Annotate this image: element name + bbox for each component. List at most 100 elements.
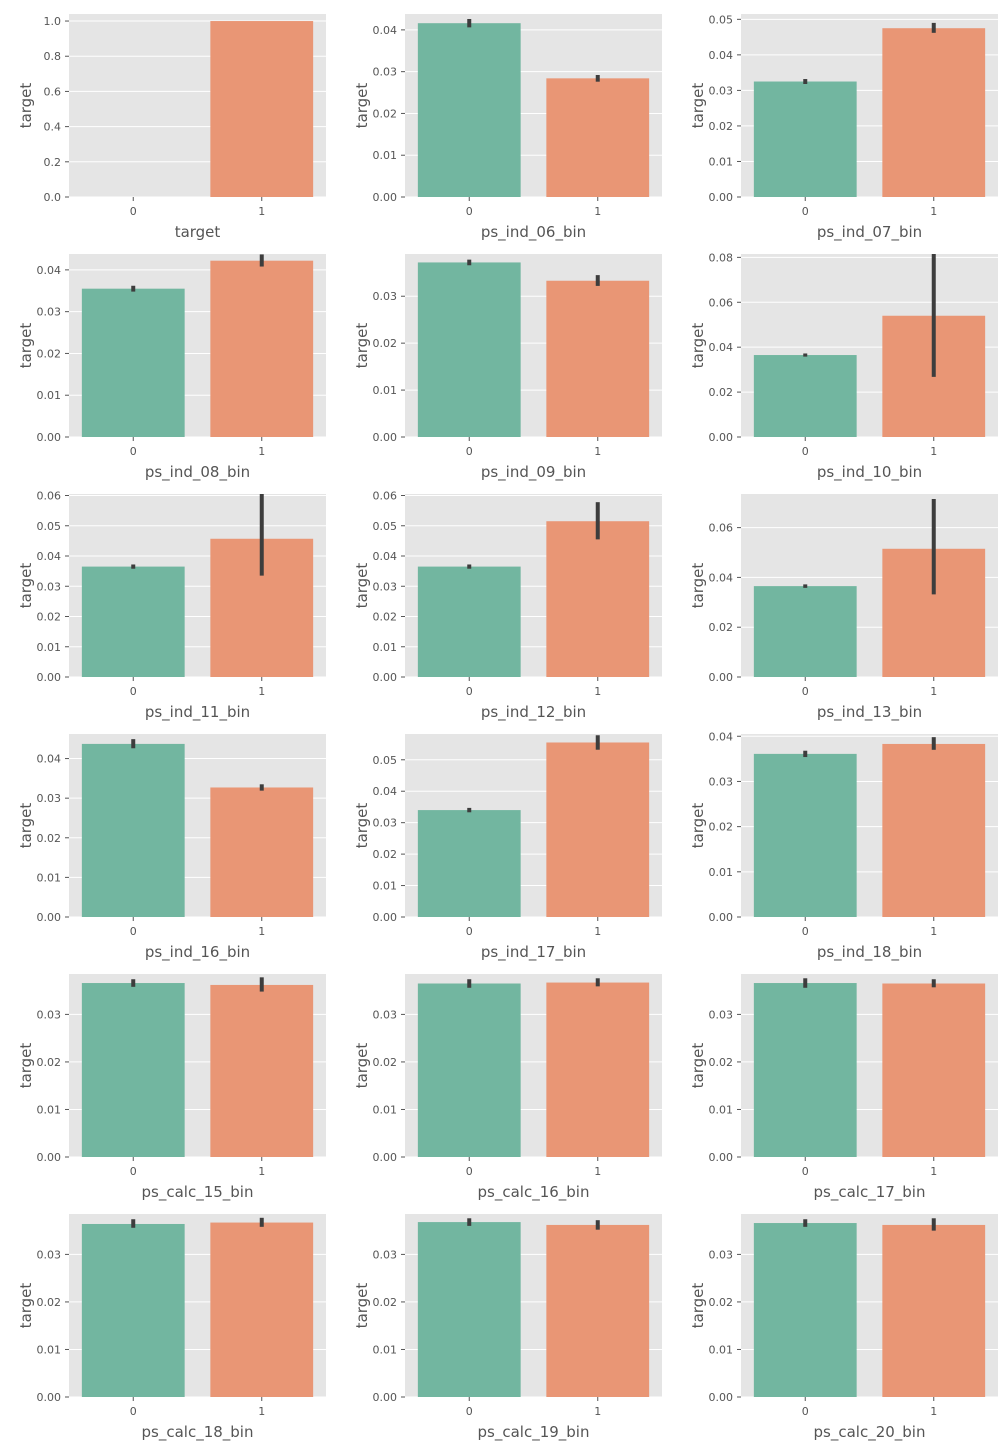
y-axis-label: target	[353, 803, 371, 849]
subplot-9: 0.00 0.02 0.04 0.06 0 1 ps_ind_13_bin target	[689, 494, 998, 722]
y-tick-label: 0.05	[37, 520, 62, 533]
y-tick-label: 0.04	[37, 550, 62, 563]
y-tick-label: 0.03	[37, 792, 62, 805]
y-tick-label: 0.00	[709, 671, 734, 684]
subplot-7: 0.00 0.01 0.02 0.03 0.04 0.05 0.06 0 1 ps_ind_11_…	[17, 490, 326, 722]
y-tick-label: 0.4	[44, 121, 62, 134]
y-axis-label: target	[17, 323, 35, 369]
y-tick-label: 0.02	[709, 1296, 734, 1309]
y-tick-label: 0.01	[373, 641, 398, 654]
y-tick-label: 0.02	[709, 621, 734, 634]
y-tick-label: 0.01	[709, 1343, 734, 1356]
y-tick-label: 0.03	[373, 1248, 398, 1261]
bar-1	[210, 1222, 314, 1397]
y-tick-label: 0.04	[709, 49, 734, 62]
y-tick-label: 0.00	[709, 1151, 734, 1164]
y-tick-label: 0.0	[44, 191, 62, 204]
y-axis-label: target	[689, 563, 707, 609]
y-tick-label: 0.02	[37, 832, 62, 845]
bar-0	[417, 1222, 521, 1397]
subplot-14: 0.00 0.01 0.02 0.03 0 1 ps_calc_16_bin target	[353, 974, 662, 1202]
x-axis-label: ps_ind_10_bin	[817, 463, 922, 482]
x-tick-label: 0	[130, 205, 137, 218]
x-axis-label: target	[175, 223, 221, 241]
subplot-5: 0.00 0.01 0.02 0.03 0 1 ps_ind_09_bin target	[353, 254, 662, 482]
y-tick-label: 0.04	[709, 730, 734, 743]
y-tick-label: 0.03	[37, 580, 62, 593]
y-tick-label: 0.02	[709, 386, 734, 399]
y-tick-label: 0.00	[373, 431, 398, 444]
x-axis-label: ps_calc_17_bin	[814, 1183, 926, 1202]
x-tick-label: 0	[802, 445, 809, 458]
x-tick-label: 0	[802, 1405, 809, 1418]
x-axis-label: ps_ind_17_bin	[481, 943, 586, 962]
bar-0	[81, 983, 185, 1157]
y-tick-label: 0.01	[373, 1343, 398, 1356]
y-tick-label: 0.04	[709, 571, 734, 584]
bar-0	[81, 288, 185, 437]
y-tick-label: 0.02	[373, 848, 398, 861]
y-tick-label: 0.02	[709, 120, 734, 133]
x-tick-label: 1	[594, 1405, 601, 1418]
x-tick-label: 0	[802, 205, 809, 218]
y-tick-label: 0.04	[709, 341, 734, 354]
y-tick-label: 0.00	[37, 431, 62, 444]
x-tick-label: 0	[466, 445, 473, 458]
y-tick-label: 0.00	[709, 1391, 734, 1404]
subplot-1: 0.0 0.2 0.4 0.6 0.8 1.0 0 1 target target	[17, 14, 326, 241]
y-tick-label: 0.03	[709, 1008, 734, 1021]
y-tick-label: 0.02	[373, 611, 398, 624]
y-tick-label: 0.02	[37, 1296, 62, 1309]
bar-1	[882, 1224, 986, 1397]
x-axis-label: ps_ind_12_bin	[481, 703, 586, 722]
x-tick-label: 1	[258, 1405, 265, 1418]
bar-0	[81, 1223, 185, 1397]
x-tick-label: 0	[130, 1165, 137, 1178]
y-tick-label: 0.03	[709, 1248, 734, 1261]
y-tick-label: 0.06	[37, 490, 62, 503]
y-tick-label: 0.00	[709, 911, 734, 924]
bar-0	[417, 23, 521, 198]
y-axis-label: target	[353, 83, 371, 129]
y-tick-label: 0.6	[44, 85, 62, 98]
y-tick-label: 0.02	[373, 107, 398, 120]
y-axis-label: target	[689, 323, 707, 369]
x-axis-label: ps_ind_18_bin	[817, 943, 922, 962]
y-tick-label: 0.00	[37, 1391, 62, 1404]
bar-0	[753, 586, 857, 677]
y-tick-label: 1.0	[44, 15, 62, 28]
bar-1	[882, 983, 986, 1157]
x-tick-label: 0	[130, 1405, 137, 1418]
subplot-12: 0.00 0.01 0.02 0.03 0.04 0 1 ps_ind_18_bin targe…	[689, 730, 998, 962]
y-tick-label: 0.02	[37, 347, 62, 360]
y-axis-label: target	[689, 1043, 707, 1089]
bar-1	[546, 280, 650, 437]
y-tick-label: 0.01	[373, 1103, 398, 1116]
y-tick-label: 0.00	[37, 671, 62, 684]
y-tick-label: 0.01	[373, 384, 398, 397]
x-tick-label: 1	[258, 685, 265, 698]
x-axis-label: ps_ind_11_bin	[145, 703, 250, 722]
bar-0	[417, 810, 521, 917]
y-tick-label: 0.03	[373, 580, 398, 593]
x-tick-label: 0	[130, 445, 137, 458]
bar-0	[753, 355, 857, 437]
bar-1	[882, 28, 986, 197]
y-tick-label: 0.06	[709, 522, 734, 535]
y-tick-label: 0.01	[373, 880, 398, 893]
y-axis-label: target	[17, 803, 35, 849]
y-tick-label: 0.03	[709, 775, 734, 788]
y-tick-label: 0.04	[373, 550, 398, 563]
bar-1	[546, 982, 650, 1157]
y-tick-label: 0.00	[709, 431, 734, 444]
y-tick-label: 0.01	[709, 866, 734, 879]
x-tick-label: 0	[466, 205, 473, 218]
x-axis-label: ps_ind_06_bin	[481, 223, 586, 242]
y-axis-label: target	[17, 1283, 35, 1329]
y-tick-label: 0.02	[37, 1056, 62, 1069]
y-tick-label: 0.02	[373, 337, 398, 350]
subplot-13: 0.00 0.01 0.02 0.03 0 1 ps_calc_15_bin target	[17, 974, 326, 1202]
y-axis-label: target	[353, 1043, 371, 1089]
x-axis-label: ps_ind_09_bin	[481, 463, 586, 482]
subplot-16: 0.00 0.01 0.02 0.03 0 1 ps_calc_18_bin target	[17, 1214, 326, 1442]
